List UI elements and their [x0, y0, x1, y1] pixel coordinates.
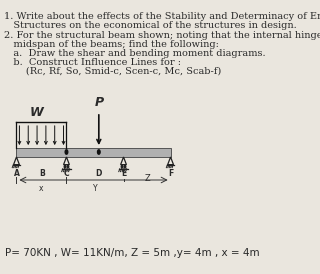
Text: F: F	[168, 169, 173, 178]
Text: P= 70KN , W= 11KN/m, Z = 5m ,y= 4m , x = 4m: P= 70KN , W= 11KN/m, Z = 5m ,y= 4m , x =…	[5, 248, 259, 258]
Text: E: E	[121, 169, 126, 178]
Text: B: B	[39, 169, 45, 178]
Circle shape	[98, 150, 100, 154]
Text: Y: Y	[93, 184, 97, 193]
Text: W: W	[30, 106, 44, 119]
Text: P: P	[94, 96, 103, 109]
Text: b.  Construct Influence Lines for :: b. Construct Influence Lines for :	[4, 58, 180, 67]
Circle shape	[124, 165, 126, 168]
Circle shape	[121, 165, 123, 168]
Text: Structures on the economical of the structures in design.: Structures on the economical of the stru…	[4, 21, 296, 30]
Text: A: A	[13, 169, 20, 178]
Text: C: C	[64, 169, 69, 178]
Text: 1. Write about the effects of the Stability and Determinacy of Engineering: 1. Write about the effects of the Stabil…	[4, 12, 320, 21]
Text: D: D	[96, 169, 102, 178]
Text: midspan of the beams; find the following:: midspan of the beams; find the following…	[4, 40, 219, 49]
Bar	[16, 148, 171, 157]
Circle shape	[64, 165, 66, 168]
Text: x: x	[39, 184, 44, 193]
Text: 2. For the structural beam shown; noting that the internal hinges lies in the: 2. For the structural beam shown; noting…	[4, 31, 320, 40]
Text: Z: Z	[144, 174, 150, 183]
Circle shape	[65, 150, 68, 154]
Text: (Rc, Rf, So, Smid-c, Scen-c, Mc, Scab-f): (Rc, Rf, So, Smid-c, Scen-c, Mc, Scab-f)	[4, 67, 221, 76]
Circle shape	[67, 165, 69, 168]
Text: a.  Draw the shear and bending moment diagrams.: a. Draw the shear and bending moment dia…	[4, 49, 265, 58]
